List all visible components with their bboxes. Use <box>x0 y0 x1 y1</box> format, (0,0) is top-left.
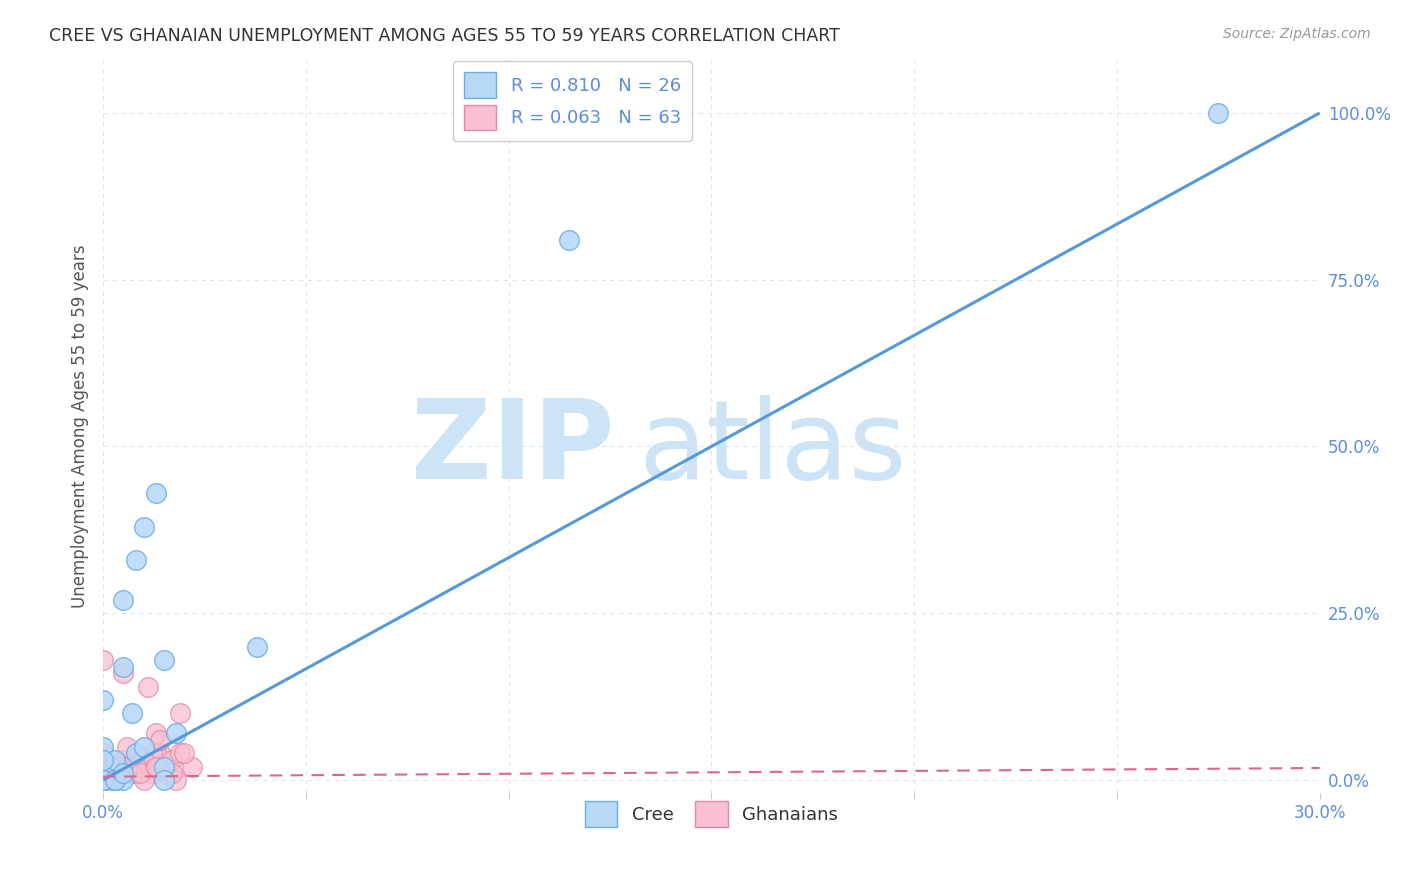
Point <box>156 766 179 780</box>
Point <box>104 772 127 787</box>
Point <box>121 766 143 780</box>
Text: Source: ZipAtlas.com: Source: ZipAtlas.com <box>1223 27 1371 41</box>
Point <box>104 759 127 773</box>
Point <box>108 759 131 773</box>
Point <box>104 753 127 767</box>
Point <box>91 772 114 787</box>
Point <box>91 653 114 667</box>
Point <box>173 747 195 761</box>
Point <box>136 680 159 694</box>
Point <box>124 553 146 567</box>
Point <box>145 759 167 773</box>
Point <box>153 772 176 787</box>
Point <box>112 659 135 673</box>
Point <box>91 772 114 787</box>
Point <box>124 766 146 780</box>
Point <box>121 766 143 780</box>
Point <box>141 766 163 780</box>
Point <box>112 593 135 607</box>
Point <box>108 759 131 773</box>
Point <box>91 772 114 787</box>
Point <box>91 772 114 787</box>
Point <box>112 759 135 773</box>
Point <box>149 747 172 761</box>
Point <box>121 753 143 767</box>
Point <box>160 766 183 780</box>
Point <box>91 739 114 754</box>
Point <box>104 772 127 787</box>
Legend: Cree, Ghanaians: Cree, Ghanaians <box>575 792 846 836</box>
Point <box>246 640 269 654</box>
Point <box>181 759 204 773</box>
Point <box>128 753 150 767</box>
Point <box>91 693 114 707</box>
Point <box>169 706 191 721</box>
Point <box>124 759 146 773</box>
Point <box>145 747 167 761</box>
Point <box>136 759 159 773</box>
Point <box>104 766 127 780</box>
Point <box>104 772 127 787</box>
Point <box>132 759 155 773</box>
Point <box>104 772 127 787</box>
Point <box>112 759 135 773</box>
Point <box>117 739 139 754</box>
Point <box>91 772 114 787</box>
Point <box>141 747 163 761</box>
Point <box>100 759 122 773</box>
Point <box>160 753 183 767</box>
Point <box>117 759 139 773</box>
Point <box>112 666 135 681</box>
Point <box>117 766 139 780</box>
Point <box>104 772 127 787</box>
Point <box>112 766 135 780</box>
Point <box>104 772 127 787</box>
Point <box>558 233 581 247</box>
Point <box>145 486 167 500</box>
Point <box>121 766 143 780</box>
Point <box>112 753 135 767</box>
Point <box>132 772 155 787</box>
Point <box>149 733 172 747</box>
Point <box>91 753 114 767</box>
Point <box>165 726 187 740</box>
Point <box>128 759 150 773</box>
Y-axis label: Unemployment Among Ages 55 to 59 years: Unemployment Among Ages 55 to 59 years <box>72 244 89 608</box>
Point <box>124 747 146 761</box>
Point <box>96 766 118 780</box>
Point <box>100 772 122 787</box>
Point <box>165 772 187 787</box>
Point <box>1206 106 1229 120</box>
Text: CREE VS GHANAIAN UNEMPLOYMENT AMONG AGES 55 TO 59 YEARS CORRELATION CHART: CREE VS GHANAIAN UNEMPLOYMENT AMONG AGES… <box>49 27 841 45</box>
Point <box>91 772 114 787</box>
Point <box>117 759 139 773</box>
Point <box>121 706 143 721</box>
Point <box>112 772 135 787</box>
Point <box>153 653 176 667</box>
Point <box>145 726 167 740</box>
Point <box>132 739 155 754</box>
Point <box>91 766 114 780</box>
Point <box>112 766 135 780</box>
Point <box>169 747 191 761</box>
Point <box>91 772 114 787</box>
Point <box>91 747 114 761</box>
Point <box>91 772 114 787</box>
Point <box>128 766 150 780</box>
Point <box>112 766 135 780</box>
Point <box>132 753 155 767</box>
Point <box>104 772 127 787</box>
Point <box>132 519 155 533</box>
Point <box>153 759 176 773</box>
Text: ZIP: ZIP <box>411 395 614 502</box>
Point <box>91 766 114 780</box>
Point <box>104 759 127 773</box>
Text: atlas: atlas <box>638 395 907 502</box>
Point <box>128 753 150 767</box>
Point <box>104 766 127 780</box>
